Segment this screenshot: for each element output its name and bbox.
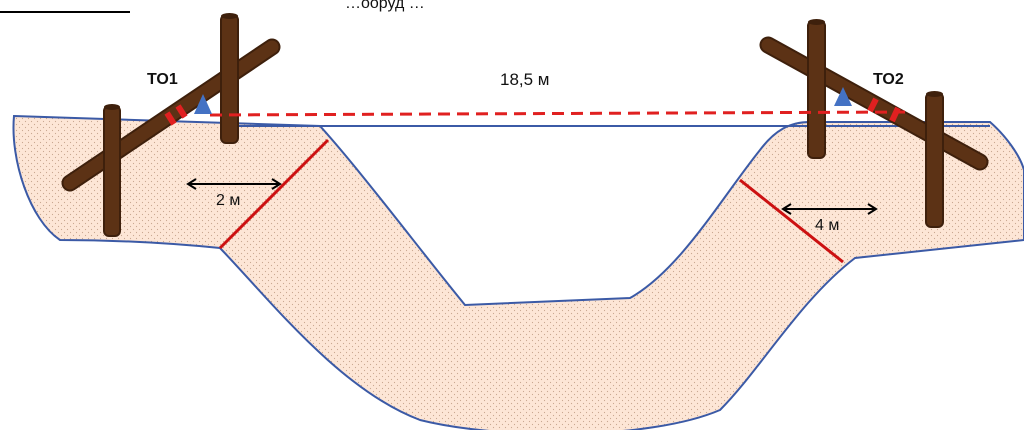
left-anchor-structure: [61, 13, 281, 237]
anchor-right-label: ТО2: [873, 71, 904, 88]
right-marker-triangle: [834, 87, 852, 106]
anchor-left-label: ТО1: [147, 71, 178, 88]
ground-cross-section: [12, 114, 1024, 430]
header-text: …ооруд …: [345, 0, 425, 12]
span-left-label: 2 м: [216, 192, 240, 209]
right-span-arrow: [781, 203, 878, 215]
left-marker-triangle: [194, 94, 212, 114]
distance-label: 18,5 м: [500, 70, 550, 89]
rope-line: [209, 110, 906, 117]
right-boundary-line: [739, 178, 844, 264]
left-span-arrow: [186, 178, 282, 190]
right-anchor-structure: [759, 19, 989, 228]
left-boundary-line: [218, 138, 330, 250]
span-right-label: 4 м: [815, 217, 839, 234]
